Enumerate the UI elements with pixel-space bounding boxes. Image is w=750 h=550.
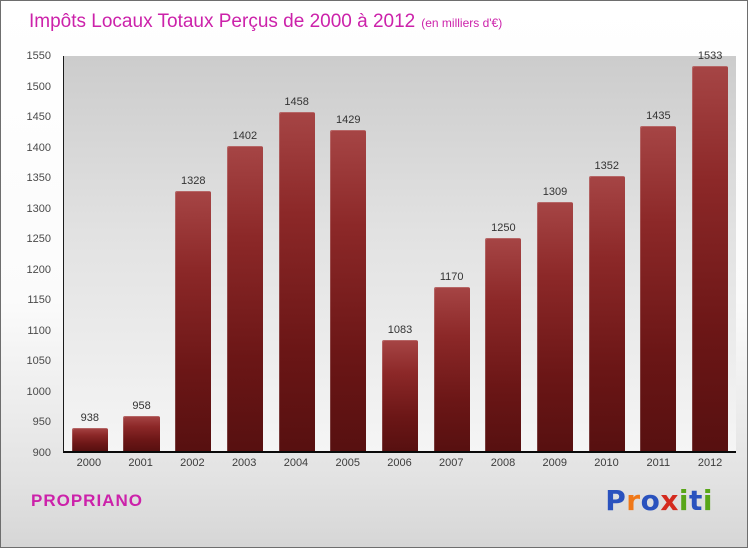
x-tick-label: 2008: [490, 457, 516, 469]
bar-slot: 938: [64, 56, 116, 451]
bar-slot: 1429: [322, 56, 374, 451]
bar: [485, 238, 522, 451]
bar: [640, 125, 677, 451]
y-tick-label: 1500: [26, 80, 51, 93]
x-tick-label: 2009: [542, 457, 568, 469]
bar-value-label: 1402: [232, 129, 258, 142]
x-tick-label: 2007: [439, 457, 464, 469]
bar-value-label: 1083: [387, 323, 413, 336]
chart-title: Impôts Locaux Totaux Perçus de 2000 à 20…: [29, 11, 416, 32]
bar: [175, 190, 212, 451]
y-tick-label: 1050: [26, 355, 51, 368]
y-tick-label: 1400: [26, 141, 51, 154]
x-tick-label: 2002: [180, 457, 205, 469]
bar-value-label: 1328: [180, 174, 206, 187]
bar-slot: 1458: [271, 56, 323, 451]
bar-slot: 1250: [478, 56, 530, 451]
x-tick-label: 2005: [335, 457, 360, 469]
bar-value-label: 938: [80, 411, 100, 424]
bar: [692, 66, 729, 451]
bar: [226, 145, 263, 451]
logo-letter: r: [626, 484, 641, 517]
x-tick-label: 2000: [76, 457, 102, 469]
chart-subtitle: (en milliers d'€): [421, 16, 503, 30]
logo-letter: t: [689, 484, 703, 517]
y-tick-label: 1300: [26, 202, 51, 215]
x-tick-label: 2001: [128, 457, 153, 469]
bar-value-label: 1435: [646, 109, 671, 122]
bar: [123, 415, 160, 451]
x-tick-label: 2012: [697, 457, 723, 469]
bar: [71, 427, 108, 451]
bar-slot: 1402: [219, 56, 271, 451]
bar-value-label: 1533: [697, 50, 723, 63]
bar-slot: 1352: [581, 56, 633, 451]
bar-slot: 1309: [529, 56, 581, 451]
y-tick-label: 1250: [26, 233, 51, 246]
plot-area: 938 958 1328 1402 1458 1429 1083 1170 1250 1309 13…: [63, 50, 736, 453]
y-tick-label: 1000: [26, 385, 51, 398]
chart-header: Impôts Locaux Totaux Perçus de 2000 à 20…: [29, 11, 502, 33]
y-tick-label: 1350: [26, 172, 51, 185]
x-tick-label: 2006: [387, 457, 412, 469]
bar-slot: 958: [116, 56, 168, 451]
x-tick-label: 2010: [594, 457, 619, 469]
bar-slot: 1328: [167, 56, 219, 451]
bar: [433, 286, 470, 451]
x-tick-label: 2011: [646, 457, 671, 469]
logo-letter: i: [678, 484, 689, 517]
bar-value-label: 1458: [284, 95, 309, 108]
bar-value-label: 1352: [594, 160, 619, 173]
y-tick-label: 1550: [26, 50, 51, 62]
bar: [381, 339, 419, 451]
y-tick-label: 1100: [27, 324, 51, 337]
bar-slot: 1533: [684, 50, 736, 451]
logo-letter: o: [640, 484, 661, 517]
logo-letter: x: [660, 484, 679, 517]
x-tick-label: 2004: [283, 457, 309, 469]
y-tick-label: 1150: [27, 294, 51, 307]
proxiti-logo: Proxiti: [605, 484, 713, 517]
bar: [330, 129, 367, 451]
bar-value-label: 1309: [542, 186, 568, 199]
bar: [536, 202, 574, 451]
bar-value-label: 958: [132, 399, 151, 412]
bar-value-label: 1250: [491, 222, 516, 235]
x-tick-label: 2003: [231, 457, 257, 469]
y-tick-label: 1200: [26, 263, 51, 276]
bar: [588, 176, 625, 451]
bar-value-label: 1429: [336, 113, 361, 126]
bar-slot: 1170: [426, 56, 478, 451]
bar-value-label: 1170: [439, 270, 464, 283]
logo-letter: i: [702, 484, 713, 517]
x-axis: 2000 2001 2002 2003 2004 2005 2006 2007 2008 2009…: [63, 457, 736, 469]
y-axis: 900 950 1000 1050 1100 1150 1200 1250 1300 1350 14…: [1, 50, 59, 459]
location-label: PROPRIANO: [31, 491, 143, 510]
bar-slot: 1435: [633, 56, 685, 451]
bar-slot: 1083: [374, 56, 426, 451]
bar: [278, 111, 315, 451]
y-tick-label: 950: [32, 416, 51, 429]
y-tick-label: 900: [32, 447, 51, 459]
y-tick-label: 1450: [26, 111, 51, 124]
logo-letter: P: [605, 484, 627, 517]
